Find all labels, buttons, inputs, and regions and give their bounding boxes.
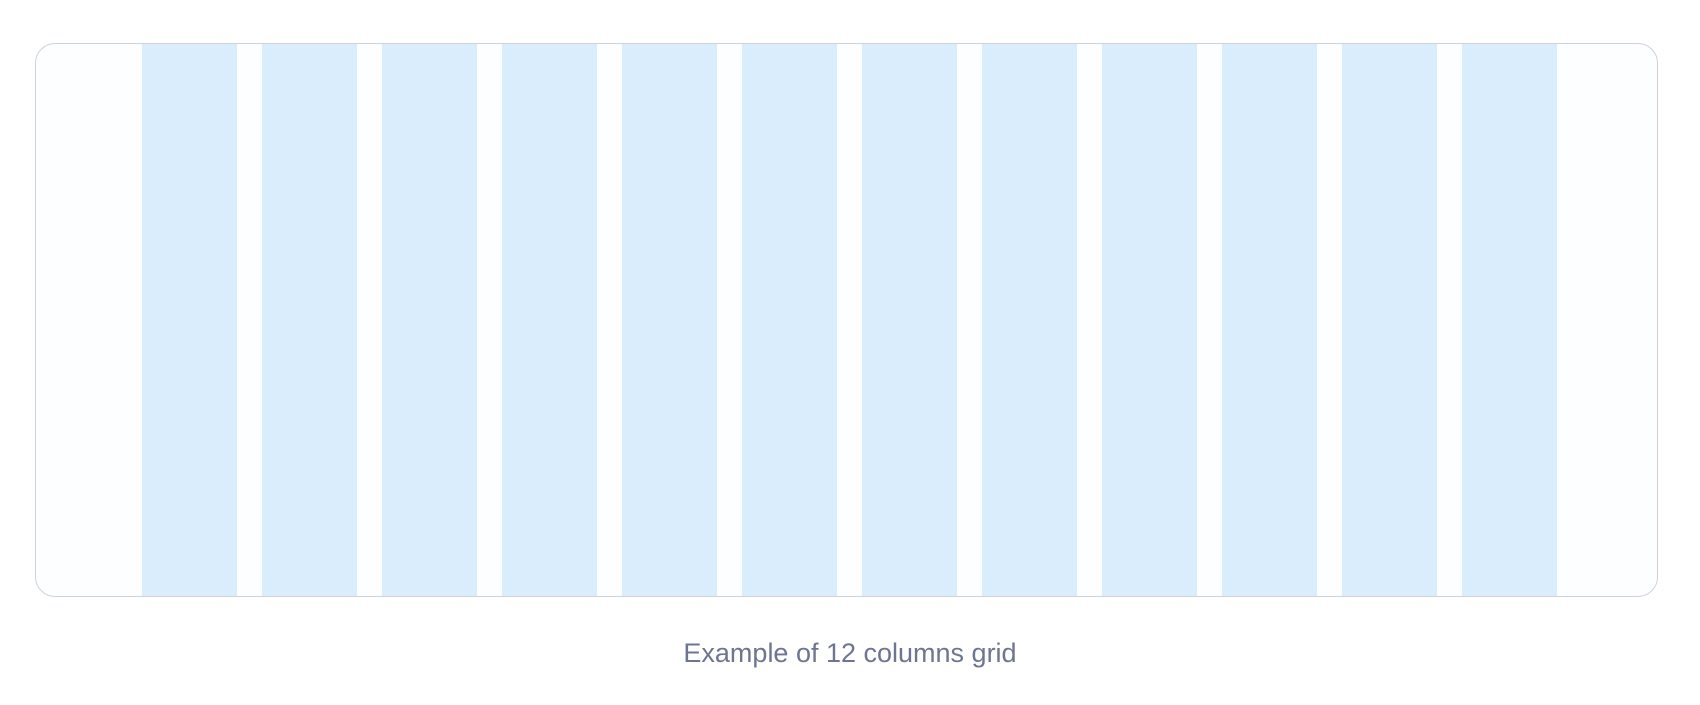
grid-column-7 (862, 44, 957, 596)
grid-column-8 (982, 44, 1077, 596)
grid-column-11 (1342, 44, 1437, 596)
grid-column-4 (502, 44, 597, 596)
grid-column-12 (1462, 44, 1557, 596)
grid-column-9 (1102, 44, 1197, 596)
grid-column-5 (622, 44, 717, 596)
grid-column-6 (742, 44, 837, 596)
caption: Example of 12 columns grid (683, 638, 1017, 668)
grid-column-3 (382, 44, 477, 596)
grid-column-10 (1222, 44, 1317, 596)
grid-column-2 (262, 44, 357, 596)
grid-column-1 (142, 44, 237, 596)
grid-frame (35, 43, 1658, 597)
